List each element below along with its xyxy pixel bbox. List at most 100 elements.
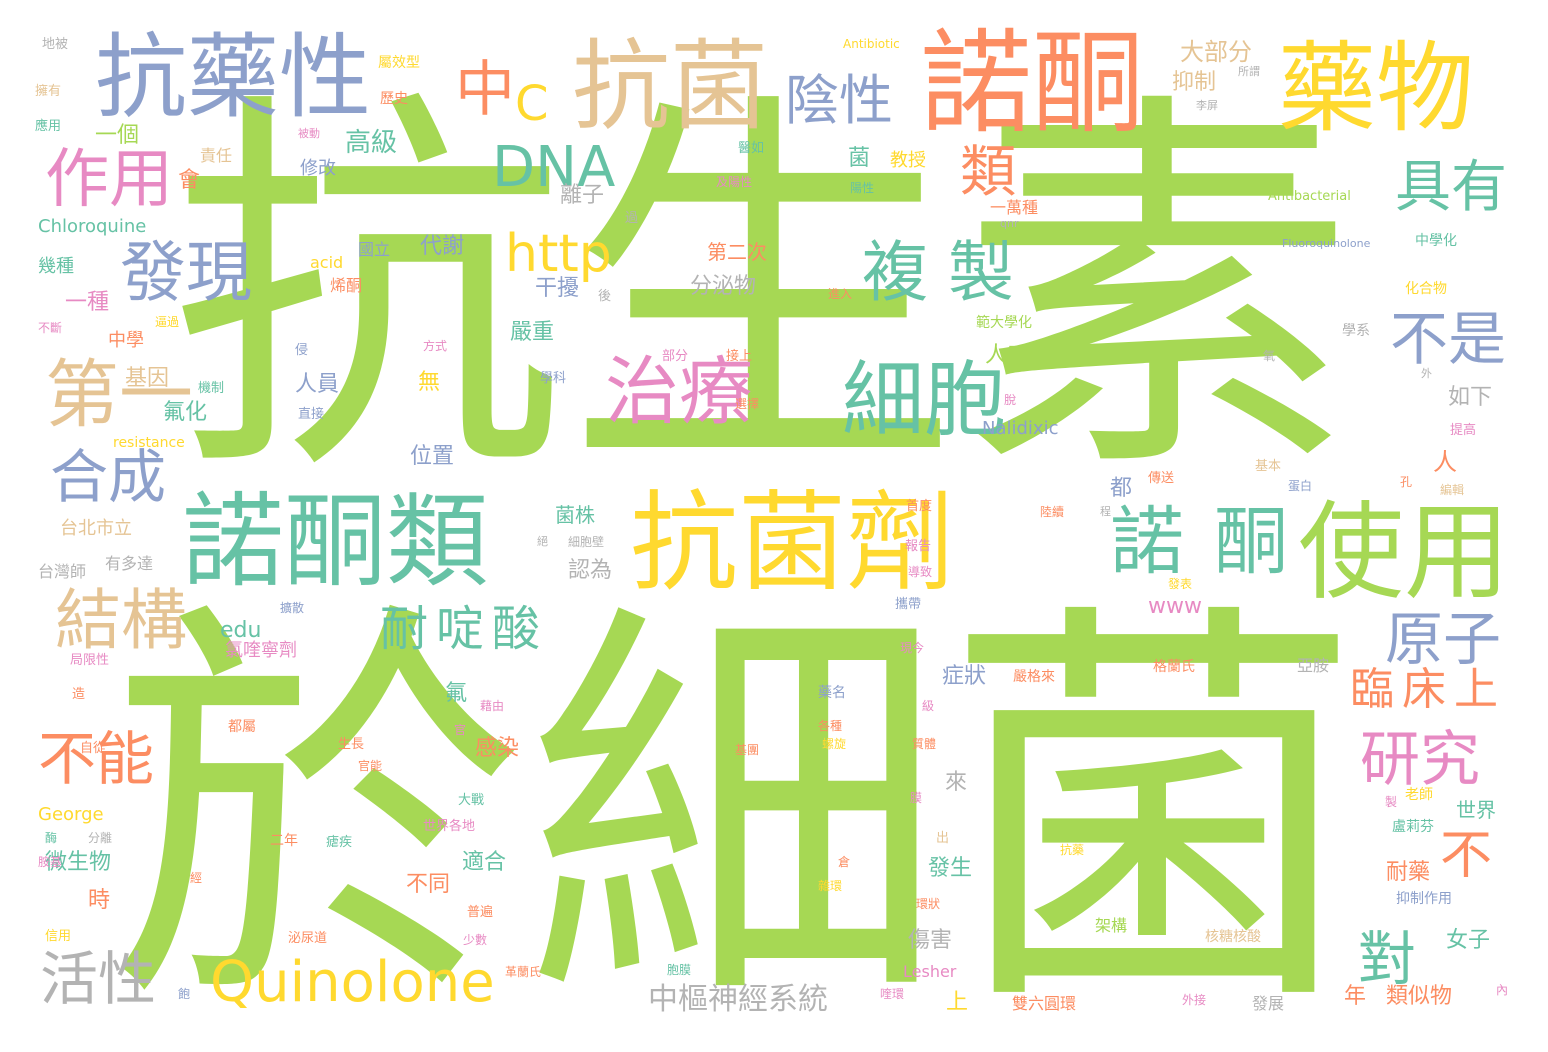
- word: 干擾: [535, 276, 580, 301]
- word: 氟化: [163, 400, 208, 425]
- word: 世界各地: [423, 819, 476, 834]
- word: edu: [220, 618, 262, 643]
- word: 亞胺: [1297, 656, 1330, 675]
- word: 普遍: [467, 905, 494, 920]
- word: 發表: [1168, 577, 1193, 591]
- word: 現今: [900, 641, 925, 655]
- word: 作用: [45, 143, 173, 217]
- word: 範大學化: [976, 315, 1032, 331]
- word: www: [1148, 594, 1202, 619]
- word: 絕: [537, 535, 548, 548]
- word: 都屬: [228, 719, 256, 735]
- word: 陽性: [850, 181, 875, 195]
- word: 侵: [295, 343, 309, 358]
- word: DNA: [492, 135, 616, 200]
- word: 首度: [906, 499, 933, 514]
- word: 抗生素: [170, 62, 1355, 522]
- word: 生長: [338, 737, 365, 752]
- word: 抑制作用: [1396, 891, 1452, 907]
- word: 發展: [1252, 994, 1285, 1013]
- word: 活性: [40, 945, 157, 1013]
- word: 傳送: [1148, 471, 1175, 486]
- word: 架構: [1095, 916, 1128, 935]
- word: 對: [1358, 925, 1417, 993]
- word: 耐藥: [1386, 860, 1431, 885]
- word: http: [505, 224, 612, 284]
- word: 一種: [65, 290, 110, 315]
- word: 出: [936, 831, 950, 846]
- word: 幾種: [38, 256, 74, 277]
- word: 基因: [125, 366, 170, 391]
- word: 合成: [50, 443, 167, 511]
- word: 孔: [1400, 475, 1413, 489]
- word: 年: [1344, 984, 1367, 1009]
- word: 地被: [42, 37, 69, 52]
- word: 分離: [88, 831, 113, 845]
- word: acid: [310, 253, 344, 272]
- word: 內: [1496, 983, 1509, 997]
- word: 人員: [295, 372, 340, 397]
- word: 屬效型: [378, 55, 420, 71]
- word: 中學: [108, 330, 144, 351]
- word: 所謂: [1238, 65, 1260, 78]
- word: 諾酮類: [182, 483, 488, 602]
- word: 環狀: [916, 897, 941, 911]
- word: 適合: [462, 850, 507, 875]
- word: 接上: [726, 349, 753, 364]
- word: 泌尿道: [288, 931, 328, 946]
- word: 不能: [38, 725, 155, 793]
- word: 少數: [463, 933, 488, 947]
- word: 研究: [1360, 725, 1480, 795]
- word: Antibiotic: [843, 37, 900, 51]
- word: 局限性: [70, 653, 110, 668]
- word: 酶: [45, 831, 58, 845]
- word: 中樞神經系統: [648, 982, 828, 1017]
- word: 經: [190, 871, 203, 885]
- word: 女子: [1446, 928, 1491, 953]
- word: 中: [455, 55, 515, 125]
- word: 使用: [1298, 491, 1510, 614]
- word: 藥名: [818, 685, 846, 701]
- word: 格蘭氏: [1153, 659, 1195, 675]
- word: 抗菌: [572, 30, 769, 144]
- word: 類似物: [1386, 984, 1453, 1009]
- word: 選擇: [735, 397, 760, 411]
- word: 如下: [1448, 385, 1493, 410]
- word: 學科: [540, 371, 567, 386]
- word: 信用: [45, 929, 72, 944]
- word: 不斷: [38, 321, 63, 335]
- word: 離子: [560, 183, 605, 208]
- word: 基團: [735, 743, 760, 757]
- word: 高級: [345, 128, 398, 158]
- word: 有多達: [105, 554, 154, 573]
- word: 會: [178, 168, 201, 193]
- word: 機制: [198, 381, 225, 396]
- word: 藉由: [480, 699, 505, 713]
- word: 傷害: [908, 928, 953, 953]
- word: 醫如: [738, 141, 765, 156]
- word: 歷史: [380, 91, 408, 107]
- word: Nalidixic: [982, 418, 1059, 439]
- word: 飽: [178, 987, 191, 1001]
- word: 教授: [890, 150, 926, 171]
- word: 質體: [912, 737, 937, 751]
- word: 編輯: [1440, 483, 1465, 497]
- word: 螺旋: [822, 737, 847, 751]
- word: 被動: [298, 127, 320, 140]
- word: 官能: [358, 759, 383, 773]
- word: 結構: [55, 582, 187, 659]
- word: 於細菌: [108, 570, 1362, 1052]
- word: 大部分: [1180, 38, 1252, 66]
- word: 諾酮: [920, 19, 1144, 149]
- word: 各種: [818, 719, 843, 733]
- word: 代謝: [420, 234, 465, 259]
- word: qnr: [1000, 217, 1019, 230]
- word: 大戰: [458, 793, 485, 808]
- word: 二年: [270, 833, 298, 849]
- word: 氟: [445, 681, 468, 706]
- word: 擁有: [35, 84, 62, 99]
- word: 膜: [910, 791, 923, 805]
- word: 治療: [605, 349, 753, 435]
- word: 第二次: [707, 240, 767, 264]
